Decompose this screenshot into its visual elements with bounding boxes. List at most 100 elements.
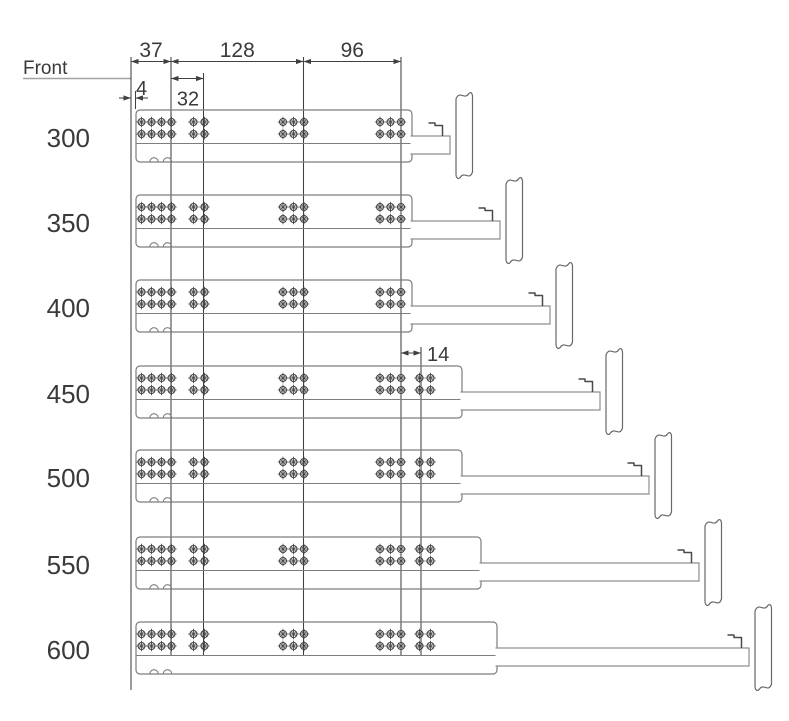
- hook-lever: [478, 207, 494, 221]
- rivet-notch: [149, 413, 159, 419]
- dimension-arrow: [296, 58, 304, 65]
- mounting-hole: [384, 298, 397, 310]
- mounting-hole: [298, 628, 310, 640]
- mounting-hole: [145, 640, 158, 652]
- mounting-hole: [155, 543, 168, 555]
- mounting-hole: [287, 456, 300, 468]
- mounting-hole: [287, 372, 300, 384]
- slide-row-500: 500: [47, 431, 673, 520]
- mounting-hole: [155, 201, 168, 213]
- dimension-arrow: [123, 95, 131, 101]
- mounting-hole: [277, 456, 289, 468]
- wood-panel-break: [455, 91, 474, 180]
- mounting-hole: [277, 384, 289, 396]
- mounting-hole: [424, 543, 437, 555]
- rail-body: [135, 194, 413, 248]
- mounting-hole: [145, 543, 158, 555]
- mounting-hole: [287, 213, 300, 225]
- mounting-hole: [187, 640, 200, 652]
- dimension-arrow: [303, 58, 311, 65]
- mounting-hole: [135, 456, 148, 468]
- mounting-hole: [135, 116, 148, 128]
- diagram-content: 37 128 96 32 14 4 Front 300 350 400 450 500 550 600: [23, 39, 773, 692]
- rivet-notch: [162, 669, 173, 675]
- dim-label-top: 128: [220, 39, 255, 62]
- mounting-hole: [155, 384, 168, 396]
- dimension-arrow: [171, 75, 179, 82]
- mounting-hole: [384, 116, 397, 128]
- mounting-hole: [395, 384, 407, 396]
- mounting-hole: [374, 201, 386, 213]
- mounting-hole: [165, 286, 178, 298]
- mounting-hole: [187, 372, 200, 384]
- mounting-hole: [155, 628, 168, 640]
- mounting-hole: [187, 456, 200, 468]
- dim-label-top: 37: [139, 39, 162, 62]
- mounting-hole: [198, 384, 211, 396]
- mounting-hole: [384, 456, 397, 468]
- mounting-hole: [187, 201, 200, 213]
- mounting-hole: [298, 286, 310, 298]
- mounting-hole: [155, 640, 168, 652]
- mounting-hole: [424, 456, 437, 468]
- mounting-hole: [198, 201, 211, 213]
- mounting-hole: [424, 555, 437, 567]
- row-length-label: 350: [47, 208, 90, 238]
- dim-label-14: 14: [427, 344, 449, 366]
- mounting-hole: [395, 628, 407, 640]
- mounting-hole: [424, 468, 437, 480]
- mounting-hole: [395, 468, 407, 480]
- mounting-hole: [155, 468, 168, 480]
- slide-row-400: 400: [47, 261, 574, 350]
- mounting-hole: [287, 468, 300, 480]
- mounting-hole: [198, 128, 211, 140]
- inner-slide-extension: [410, 305, 551, 325]
- mounting-hole: [198, 298, 211, 310]
- wood-panel-break: [605, 347, 624, 436]
- mounting-hole: [384, 543, 397, 555]
- wood-panel-break: [654, 431, 673, 520]
- mounting-hole: [135, 286, 148, 298]
- mounting-hole: [135, 628, 148, 640]
- mounting-hole: [135, 555, 148, 567]
- mounting-hole: [384, 628, 397, 640]
- mounting-hole: [145, 555, 158, 567]
- mounting-hole: [187, 468, 200, 480]
- mounting-hole: [395, 128, 407, 140]
- mounting-hole: [277, 298, 289, 310]
- mounting-hole: [198, 456, 211, 468]
- rail-body: [135, 449, 463, 503]
- mounting-hole: [374, 543, 386, 555]
- rivet-notch: [162, 584, 173, 590]
- mounting-hole: [298, 128, 310, 140]
- slide-row-450: 450: [47, 347, 624, 436]
- mounting-hole: [413, 555, 426, 567]
- mounting-hole: [165, 555, 178, 567]
- mounting-hole: [277, 640, 289, 652]
- mounting-hole: [374, 128, 386, 140]
- dim-label-top: 96: [341, 39, 364, 62]
- slide-row-300: 300: [47, 91, 474, 180]
- mounting-hole: [374, 384, 386, 396]
- mounting-hole: [374, 468, 386, 480]
- mounting-hole: [374, 116, 386, 128]
- mounting-hole: [287, 286, 300, 298]
- dimension-arrow: [171, 58, 179, 65]
- mounting-hole: [287, 298, 300, 310]
- dimension-arrow: [163, 58, 171, 65]
- mounting-hole: [135, 372, 148, 384]
- wood-panel-break: [704, 518, 723, 607]
- mounting-hole: [384, 640, 397, 652]
- rail-body: [135, 279, 413, 333]
- mounting-hole: [374, 456, 386, 468]
- mounting-hole: [277, 372, 289, 384]
- mounting-hole: [198, 468, 211, 480]
- rivet-notch: [149, 497, 159, 503]
- inner-slide-extension: [410, 220, 501, 240]
- mounting-hole: [198, 213, 211, 225]
- mounting-hole: [187, 128, 200, 140]
- mounting-hole: [145, 213, 158, 225]
- mounting-hole: [395, 456, 407, 468]
